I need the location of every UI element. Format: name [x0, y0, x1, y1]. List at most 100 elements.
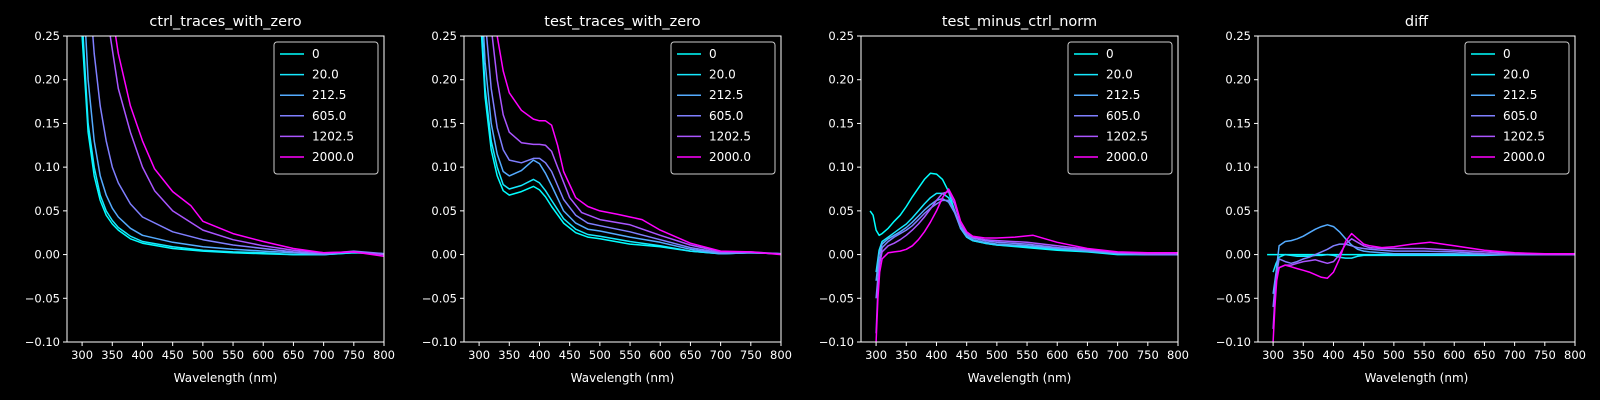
- y-tick-label: 0.20: [34, 73, 60, 87]
- x-axis-label: Wavelength (nm): [571, 371, 675, 385]
- series-line-0: [869, 172, 1178, 256]
- legend-label: 605.0: [709, 109, 743, 123]
- legend-label: 0: [312, 47, 320, 61]
- x-axis-label: Wavelength (nm): [1365, 371, 1469, 385]
- legend-label: 2000.0: [1503, 150, 1545, 164]
- x-tick-label: 600: [1443, 348, 1465, 362]
- y-tick-label: 0.25: [431, 29, 457, 43]
- x-tick-label: 750: [740, 348, 762, 362]
- x-tick-label: 400: [1322, 348, 1344, 362]
- x-tick-label: 350: [498, 348, 520, 362]
- y-tick-label: 0.25: [828, 29, 854, 43]
- x-tick-label: 500: [589, 348, 611, 362]
- x-tick-label: 600: [1046, 348, 1068, 362]
- legend-label: 605.0: [1503, 109, 1537, 123]
- series-line-20.0: [481, 36, 781, 255]
- y-tick-label: 0.00: [431, 248, 457, 262]
- series-line-212.5: [875, 197, 1178, 281]
- x-tick-label: 350: [1292, 348, 1314, 362]
- x-tick-label: 400: [925, 348, 947, 362]
- x-tick-label: 550: [1016, 348, 1038, 362]
- y-tick-label: 0.10: [34, 160, 60, 174]
- x-tick-label: 800: [1167, 348, 1189, 362]
- x-tick-label: 300: [468, 348, 490, 362]
- x-tick-label: 550: [222, 348, 244, 362]
- series-line-2000.0: [1272, 232, 1575, 342]
- x-tick-label: 750: [1534, 348, 1556, 362]
- x-axis-label: Wavelength (nm): [174, 371, 278, 385]
- x-axis-label: Wavelength (nm): [968, 371, 1072, 385]
- chart-panel-3: test_minus_ctrl_norm 300 350 400 450 500 550 60…: [819, 14, 1189, 385]
- series-line-605.0: [1272, 243, 1575, 308]
- chart-title: ctrl_traces_with_zero: [149, 14, 301, 30]
- legend: 0 20.0 212.5 605.0 1202.5 2000.0: [273, 41, 379, 175]
- series-line-2000.0: [875, 188, 1178, 342]
- y-tick-label: 0.10: [431, 160, 457, 174]
- y-tick-label: 0.00: [1225, 248, 1251, 262]
- legend-label: 1202.5: [312, 129, 354, 143]
- legend-label: 212.5: [1503, 88, 1537, 102]
- series-line-212.5: [1272, 224, 1575, 295]
- y-tick-label: 0.00: [34, 248, 60, 262]
- x-tick-label: 600: [252, 348, 274, 362]
- y-tick-label: −0.10: [422, 335, 457, 349]
- legend-label: 20.0: [1503, 68, 1530, 82]
- series-line-212.5: [482, 36, 781, 255]
- legend-label: 0: [1503, 47, 1511, 61]
- series-line-605.0: [485, 36, 781, 255]
- y-tick-label: −0.10: [25, 335, 60, 349]
- x-tick-label: 500: [192, 348, 214, 362]
- y-tick-label: 0.15: [34, 116, 60, 130]
- x-tick-label: 600: [649, 348, 671, 362]
- x-tick-label: 550: [1413, 348, 1435, 362]
- legend: 0 20.0 212.5 605.0 1202.5 2000.0: [670, 41, 776, 175]
- legend-label: 0: [1106, 47, 1114, 61]
- x-tick-label: 650: [679, 348, 701, 362]
- y-tick-label: 0.05: [828, 204, 854, 218]
- legend-label: 605.0: [312, 109, 346, 123]
- series-line-20.0: [1272, 253, 1575, 273]
- x-tick-label: 650: [1473, 348, 1495, 362]
- y-tick-label: 0.05: [1225, 204, 1251, 218]
- chart-title: test_traces_with_zero: [544, 14, 701, 30]
- y-tick-label: −0.10: [819, 335, 854, 349]
- x-tick-label: 700: [313, 348, 335, 362]
- x-tick-label: 750: [343, 348, 365, 362]
- x-tick-label: 650: [1076, 348, 1098, 362]
- legend-label: 1202.5: [1503, 129, 1545, 143]
- axes-frame: [860, 35, 1179, 343]
- x-tick-label: 300: [71, 348, 93, 362]
- series-line-1202.5: [875, 190, 1178, 334]
- legend-label: 0: [709, 47, 717, 61]
- x-tick-label: 700: [710, 348, 732, 362]
- x-tick-label: 700: [1107, 348, 1129, 362]
- legend-label: 212.5: [312, 88, 346, 102]
- x-tick-label: 650: [282, 348, 304, 362]
- legend: 0 20.0 212.5 605.0 1202.5 2000.0: [1464, 41, 1570, 175]
- x-tick-label: 700: [1504, 348, 1526, 362]
- x-tick-label: 750: [1137, 348, 1159, 362]
- series-line-2000.0: [496, 36, 781, 256]
- chart-title: diff: [1405, 14, 1429, 30]
- y-tick-label: −0.05: [422, 291, 457, 305]
- series-line-2000.0: [114, 36, 384, 258]
- series-group: [480, 36, 781, 256]
- x-tick-label: 500: [1383, 348, 1405, 362]
- y-tick-label: −0.05: [819, 291, 854, 305]
- legend-label: 2000.0: [1106, 150, 1148, 164]
- series-group: [1267, 224, 1575, 342]
- x-tick-label: 550: [619, 348, 641, 362]
- y-tick-label: 0.15: [1225, 116, 1251, 130]
- y-tick-label: 0.05: [431, 204, 457, 218]
- x-tick-label: 450: [956, 348, 978, 362]
- legend-label: 20.0: [709, 68, 736, 82]
- y-tick-label: 0.25: [34, 29, 60, 43]
- y-tick-label: −0.05: [1216, 291, 1251, 305]
- x-tick-label: 350: [101, 348, 123, 362]
- y-tick-label: 0.20: [828, 73, 854, 87]
- y-tick-label: 0.20: [1225, 73, 1251, 87]
- y-tick-label: 0.15: [828, 116, 854, 130]
- x-tick-label: 400: [528, 348, 550, 362]
- series-line-20.0: [82, 36, 384, 256]
- series-group: [869, 172, 1178, 342]
